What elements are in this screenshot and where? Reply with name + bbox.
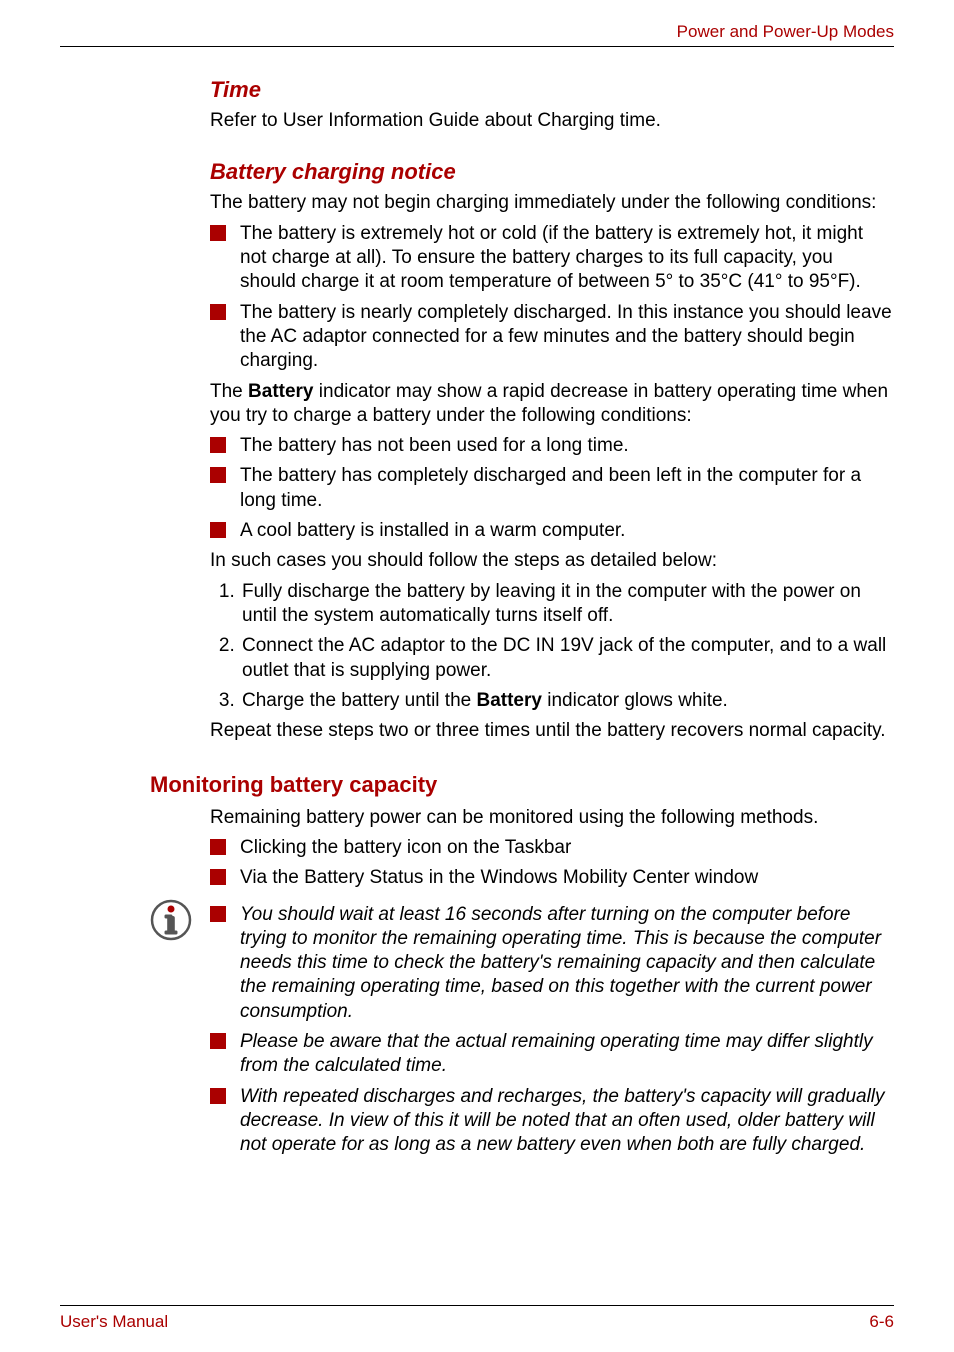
heading-monitoring: Monitoring battery capacity: [150, 772, 894, 798]
list-item: A cool battery is installed in a warm co…: [210, 519, 894, 543]
bullets-monitor-methods: Clicking the battery icon on the Taskbar…: [210, 836, 894, 891]
heading-time: Time: [210, 77, 894, 103]
bullets-conditions-2: The battery has not been used for a long…: [210, 434, 894, 543]
page-footer: User's Manual 6-6: [60, 1305, 894, 1332]
list-item: Charge the battery until the Battery ind…: [240, 689, 894, 713]
header-right-text: Power and Power-Up Modes: [677, 22, 894, 41]
para-notice-intro: The battery may not begin charging immed…: [210, 191, 894, 215]
list-item: The battery has not been used for a long…: [210, 434, 894, 458]
bullets-notes: You should wait at least 16 seconds afte…: [210, 903, 894, 1158]
list-item: With repeated discharges and recharges, …: [210, 1085, 894, 1158]
text-span: The: [210, 381, 248, 402]
heading-battery-notice: Battery charging notice: [210, 159, 894, 185]
list-item: Fully discharge the battery by leaving i…: [240, 580, 894, 629]
list-item: Via the Battery Status in the Windows Mo…: [210, 866, 894, 890]
list-item: Clicking the battery icon on the Taskbar: [210, 836, 894, 860]
list-item: Connect the AC adaptor to the DC IN 19V …: [240, 634, 894, 683]
bold-battery: Battery: [248, 381, 313, 402]
note-block: You should wait at least 16 seconds afte…: [150, 897, 894, 1164]
list-item: You should wait at least 16 seconds afte…: [210, 903, 894, 1025]
bold-battery: Battery: [476, 690, 541, 711]
info-icon: [150, 897, 210, 946]
para-time: Refer to User Information Guide about Ch…: [210, 109, 894, 133]
footer-right: 6-6: [869, 1312, 894, 1332]
para-battery-indicator: The Battery indicator may show a rapid d…: [210, 380, 894, 429]
page-header: Power and Power-Up Modes: [60, 22, 894, 47]
footer-left: User's Manual: [60, 1312, 168, 1332]
para-steps-intro: In such cases you should follow the step…: [210, 549, 894, 573]
text-span: Charge the battery until the: [242, 690, 476, 711]
para-repeat: Repeat these steps two or three times un…: [210, 719, 894, 743]
numbered-steps: Fully discharge the battery by leaving i…: [210, 580, 894, 714]
text-span: indicator glows white.: [542, 690, 728, 711]
list-item: The battery is extremely hot or cold (if…: [210, 222, 894, 295]
list-item: The battery has completely discharged an…: [210, 464, 894, 513]
list-item: The battery is nearly completely dischar…: [210, 301, 894, 374]
para-monitor-intro: Remaining battery power can be monitored…: [210, 806, 894, 830]
list-item: Please be aware that the actual remainin…: [210, 1030, 894, 1079]
bullets-conditions-1: The battery is extremely hot or cold (if…: [210, 222, 894, 374]
